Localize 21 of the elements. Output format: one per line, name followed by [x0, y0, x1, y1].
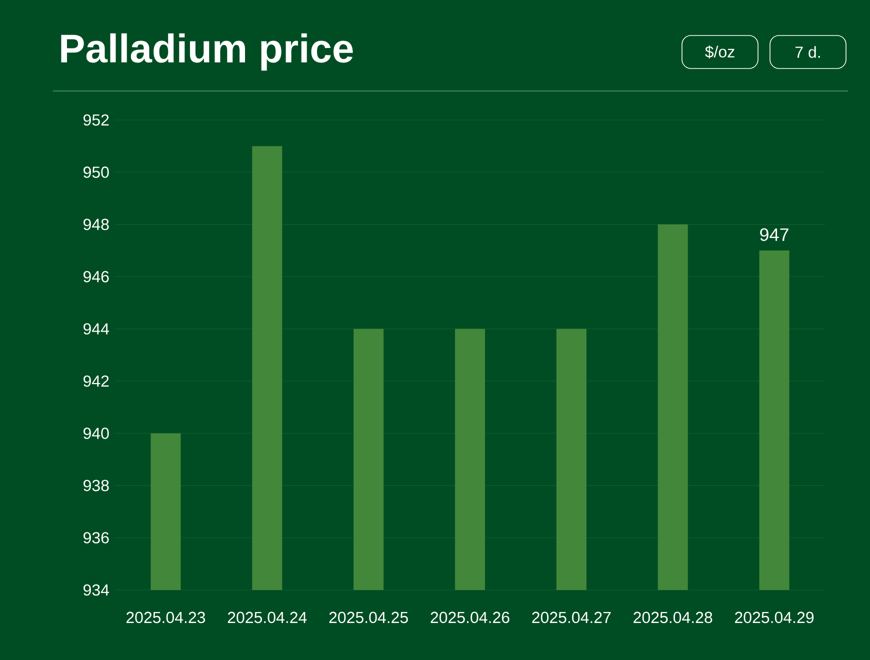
text: $/oz — [705, 46, 734, 58]
y-tick-label: 938 — [84, 480, 109, 492]
y-tick-label: 940 — [84, 428, 109, 439]
text: 7 d. — [795, 46, 820, 58]
x-tick-label: 2025.04.28 — [634, 612, 712, 624]
x-tick-label: 2025.04.23 — [126, 612, 206, 624]
x-tick-label: 2025.04.26 — [430, 612, 510, 624]
y-tick-label: 952 — [84, 114, 109, 126]
chart-title: Palladium price — [61, 33, 353, 71]
x-tick-label: 2025.04.24 — [228, 612, 307, 624]
x-tick-label: 2025.04.25 — [329, 612, 408, 624]
y-tick-label: 948 — [84, 218, 109, 230]
y-tick-label: 944 — [84, 323, 109, 335]
y-tick-label: 942 — [84, 375, 109, 387]
data-label: 947 — [760, 228, 788, 242]
y-tick-label: 934 — [84, 584, 109, 596]
y-tick-label: 936 — [84, 532, 109, 544]
y-tick-label: 946 — [84, 270, 109, 282]
y-tick-label: 950 — [84, 166, 109, 178]
x-tick-label: 2025.04.27 — [532, 612, 611, 624]
x-tick-label: 2025.04.29 — [735, 612, 814, 624]
